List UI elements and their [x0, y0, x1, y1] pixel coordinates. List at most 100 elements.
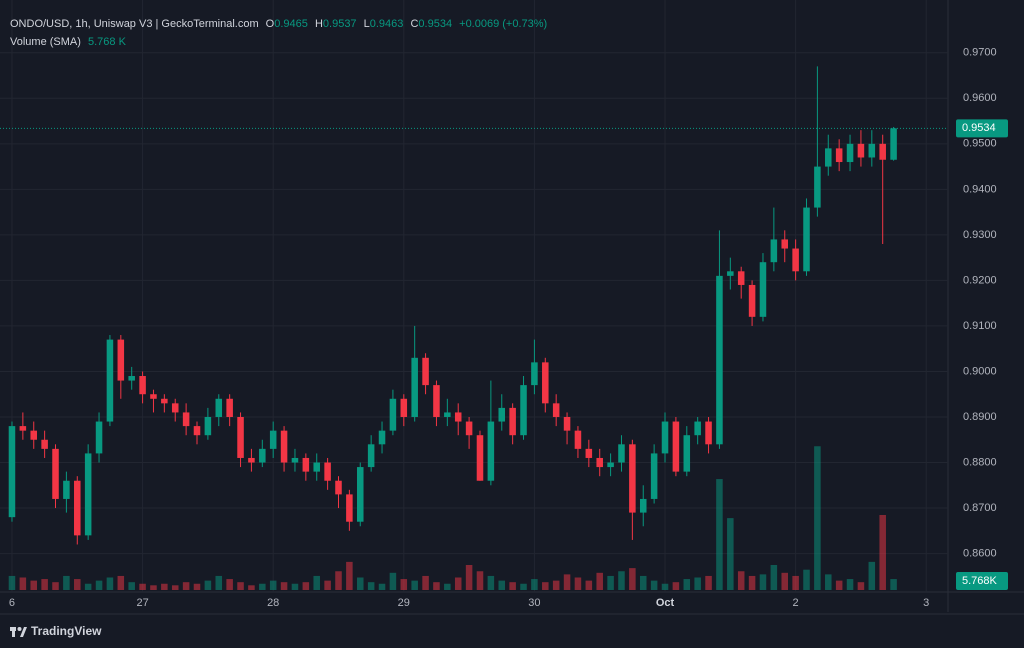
candle-body [683, 435, 691, 472]
candle-body [672, 421, 680, 472]
candle-body [476, 435, 484, 481]
y-tick-label: 0.8600 [963, 547, 997, 559]
volume-bar [193, 583, 201, 590]
candle-body [509, 407, 516, 436]
y-tick-label: 0.8900 [963, 411, 997, 423]
candle-body [204, 416, 212, 436]
candle-body [367, 444, 375, 468]
candle-body [291, 457, 299, 463]
candle-body [487, 421, 495, 481]
volume-bar [291, 583, 299, 590]
candle-body [846, 143, 854, 163]
volume-bar [770, 565, 778, 590]
volume-bar [694, 577, 701, 590]
volume-bar [313, 575, 320, 590]
volume-bar [585, 580, 593, 590]
candle-body [389, 398, 397, 431]
candle-body [629, 444, 636, 513]
candle-body [618, 444, 625, 463]
volume-bar [563, 574, 571, 590]
volume-bar [335, 571, 342, 590]
candle-body [84, 453, 92, 536]
candle-body [313, 462, 320, 472]
candle-body [444, 412, 451, 417]
volume-bar [95, 580, 103, 590]
volume-bar [237, 582, 244, 590]
candle-body [248, 457, 255, 463]
candle-body [857, 143, 865, 158]
candle-body [868, 143, 876, 158]
candle-body [95, 421, 103, 454]
volume-bar [84, 583, 92, 590]
candle-body [400, 398, 408, 417]
volume-bar [552, 580, 560, 590]
volume-bar [280, 582, 288, 590]
candle-body [661, 421, 669, 454]
candle-body [781, 239, 789, 249]
brand[interactable]: TradingView [10, 624, 102, 638]
x-tick-label: Oct [656, 597, 675, 609]
candle-body [259, 448, 266, 463]
volume-bar [596, 572, 603, 590]
candle-body [302, 457, 310, 472]
candle-body [324, 462, 331, 481]
volume-bar [19, 577, 27, 590]
x-tick-label: 29 [398, 597, 410, 609]
y-tick-label: 0.9100 [963, 320, 997, 332]
volume-bar [215, 575, 223, 590]
brand-name: TradingView [31, 624, 102, 638]
candle-body [30, 430, 38, 440]
volume-bar [171, 585, 179, 590]
volume-bar [890, 579, 897, 590]
candle-body [19, 426, 27, 431]
candle-body [825, 148, 832, 167]
volume-bar [618, 571, 625, 590]
candle-body [433, 385, 440, 417]
candle-body [106, 339, 114, 422]
volume-bar [509, 582, 516, 590]
volume-bar [498, 580, 506, 590]
volume-sma-box [956, 572, 1008, 590]
x-tick-label: 28 [267, 597, 279, 609]
candle-body [63, 480, 70, 499]
x-tick-label: 3 [923, 597, 929, 609]
candle-body [748, 284, 756, 317]
volume-bar [400, 579, 408, 590]
volume-bar [422, 575, 429, 590]
volume-bar [444, 583, 451, 590]
volume-bar [248, 585, 255, 590]
volume-bar [106, 577, 114, 590]
volume-bar [139, 583, 146, 590]
candle-body [650, 453, 658, 499]
volume-bar [433, 582, 440, 590]
candle-body [585, 448, 593, 458]
candle-body [161, 398, 168, 404]
volume-bar [389, 572, 397, 590]
y-tick-label: 0.9700 [963, 47, 997, 59]
volume-bar [661, 583, 669, 590]
candle-body [607, 462, 614, 468]
volume-bar [542, 582, 549, 590]
candle-body [737, 271, 745, 285]
candle-body [803, 207, 810, 272]
volume-bar [814, 446, 821, 590]
candle-body [52, 448, 59, 499]
candle-body [237, 416, 244, 458]
candle-body [41, 439, 48, 449]
y-tick-label: 0.9400 [963, 183, 997, 195]
volume-bar [182, 582, 190, 590]
volume-bar [846, 579, 854, 590]
volume-bar [63, 575, 70, 590]
volume-bar [74, 579, 81, 590]
volume-bar [128, 582, 135, 590]
volume-bar [879, 515, 886, 590]
volume-bar [629, 568, 636, 590]
candle-body [542, 362, 549, 404]
volume-bar [607, 575, 614, 590]
volume-bar [705, 575, 712, 590]
candle-body [215, 398, 223, 417]
volume-bar [356, 577, 364, 590]
symbol: ONDO/USD, 1h, Uniswap V3 | GeckoTerminal… [10, 18, 547, 30]
candle-body [705, 421, 712, 445]
